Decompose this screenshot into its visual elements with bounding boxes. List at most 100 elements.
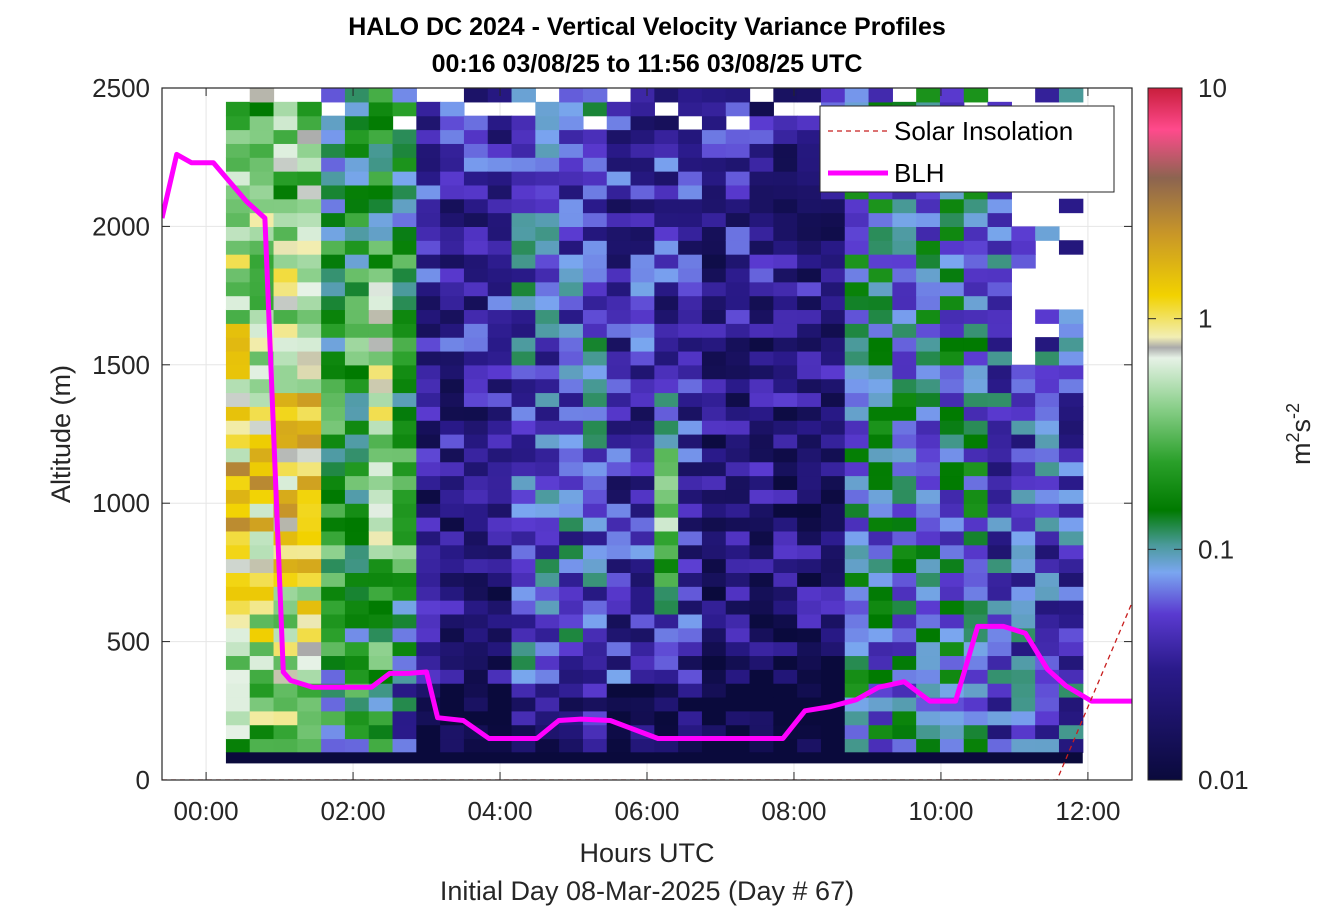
heatmap-cell (273, 115, 298, 131)
heatmap-cell (225, 281, 251, 297)
heatmap-cell (749, 171, 774, 186)
heatmap-cell (463, 143, 489, 158)
heatmap-cell (678, 337, 703, 352)
heatmap-cell (297, 392, 322, 407)
heatmap-cell (1035, 503, 1060, 518)
heatmap-cell (416, 475, 441, 490)
heatmap-cell (678, 586, 703, 601)
heatmap-cell (559, 517, 584, 532)
heatmap-cell (844, 434, 870, 449)
heatmap-cell (487, 143, 513, 158)
heatmap-cell (297, 337, 322, 352)
heatmap-cell (939, 420, 965, 435)
heatmap-cell (416, 309, 441, 324)
heatmap-cell (844, 572, 870, 587)
heatmap-cell (344, 475, 370, 490)
heatmap-cell (773, 434, 798, 449)
heatmap-cell (797, 281, 822, 297)
heatmap-cell (868, 627, 893, 643)
heatmap-cell (297, 461, 322, 477)
heatmap-cell (773, 420, 798, 435)
heatmap-cell (963, 212, 989, 227)
heatmap-cell (725, 364, 751, 380)
heatmap-cell (987, 503, 1012, 518)
heatmap-cell (511, 683, 536, 698)
heatmap-cell (701, 503, 727, 518)
heatmap-cell (344, 337, 370, 352)
heatmap-cell (225, 378, 251, 394)
heatmap-cell (344, 669, 370, 684)
heatmap-cell (725, 101, 751, 117)
heatmap-cell (797, 544, 822, 560)
heatmap-cell (368, 88, 394, 103)
heatmap-cell (749, 710, 774, 726)
heatmap-cell (1058, 738, 1084, 753)
heatmap-cell (321, 517, 346, 532)
heatmap-cell (892, 295, 917, 311)
heatmap-cell (559, 198, 584, 214)
heatmap-cell (225, 295, 251, 311)
heatmap-cell (416, 350, 441, 366)
heatmap-cell (1035, 710, 1060, 726)
heatmap-cell (344, 281, 370, 297)
heatmap-cell (368, 627, 394, 643)
heatmap-cell (820, 655, 846, 670)
heatmap-cell (582, 184, 608, 200)
heatmap-cell (963, 503, 989, 518)
heatmap-cell (987, 683, 1012, 698)
heatmap-cell (582, 530, 608, 546)
heatmap-cell (559, 447, 584, 463)
heatmap-cell (630, 309, 655, 324)
heatmap-cell (225, 323, 251, 338)
heatmap-cell (1035, 558, 1060, 573)
heatmap-cell (987, 586, 1012, 601)
heatmap-cell (630, 447, 655, 463)
heatmap-cell (820, 447, 846, 463)
heatmap-cell (535, 613, 560, 629)
heatmap-cell (392, 724, 417, 740)
heatmap-cell (368, 558, 394, 573)
heatmap-cell (1058, 558, 1084, 573)
heatmap-cell (1058, 475, 1084, 490)
heatmap-cell (1011, 503, 1036, 518)
heatmap-cell (606, 600, 632, 615)
heatmap-cell (297, 115, 322, 131)
heatmap-cell (511, 544, 536, 560)
heatmap-cell (1058, 240, 1084, 255)
heatmap-cell (916, 364, 941, 380)
heatmap-cell (249, 530, 275, 546)
heatmap-cell (225, 392, 251, 407)
heatmap-cell (678, 683, 703, 698)
heatmap-cell (725, 627, 751, 643)
heatmap-cell (678, 101, 703, 117)
heatmap-cell (535, 503, 560, 518)
heatmap-cell (582, 392, 608, 407)
heatmap-cell (273, 420, 298, 435)
heatmap-cell (773, 489, 798, 504)
heatmap-cell (535, 696, 560, 712)
heatmap-cell (1058, 572, 1084, 587)
heatmap-cell (725, 240, 751, 255)
heatmap-cell (463, 171, 489, 186)
heatmap-cell (749, 295, 774, 311)
heatmap-cell (725, 489, 751, 504)
heatmap-cell (868, 323, 893, 338)
heatmap-cell (487, 683, 513, 698)
heatmap-cell (630, 641, 655, 657)
heatmap-cell (1058, 641, 1084, 657)
heatmap-cell (1058, 309, 1084, 324)
heatmap-cell (368, 572, 394, 587)
heatmap-cell (511, 198, 536, 214)
heatmap-cell (511, 212, 536, 227)
heatmap-cell (487, 406, 513, 421)
heatmap-cell (392, 337, 417, 352)
heatmap-cell (749, 627, 774, 643)
heatmap-cell (440, 724, 465, 740)
heatmap-cell (1011, 655, 1036, 670)
heatmap-cell (1035, 627, 1060, 643)
heatmap-cell (654, 143, 679, 158)
heatmap-cell (582, 254, 608, 269)
heatmap-cell (820, 738, 846, 753)
heatmap-cell (559, 88, 584, 103)
heatmap-cell (344, 544, 370, 560)
